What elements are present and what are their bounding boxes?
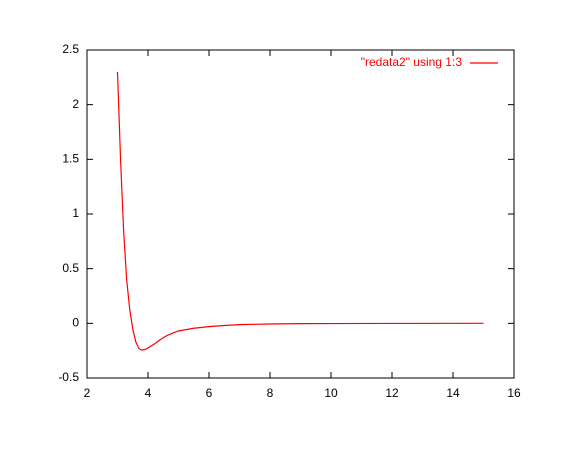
series-line <box>116 71 484 351</box>
y-tick-label: 1.5 <box>62 152 79 166</box>
x-tick-label: 12 <box>385 386 399 400</box>
x-tick-label: 2 <box>84 386 91 400</box>
x-tick-label: 14 <box>446 386 460 400</box>
y-tick-label: 0 <box>72 316 79 330</box>
legend-label: "redata2" using 1:3 <box>361 55 463 69</box>
y-tick-label: 2 <box>72 97 79 111</box>
y-tick-label: -0.5 <box>58 370 79 384</box>
x-tick-label: 6 <box>206 386 213 400</box>
x-tick-label: 16 <box>507 386 521 400</box>
y-tick-label: 0.5 <box>62 261 79 275</box>
plot-frame <box>86 49 515 379</box>
x-tick-label: 8 <box>267 386 274 400</box>
y-tick-label: 1 <box>72 206 79 220</box>
x-tick-label: 10 <box>324 386 338 400</box>
x-tick-label: 4 <box>145 386 152 400</box>
y-tick-label: 2.5 <box>62 42 79 56</box>
